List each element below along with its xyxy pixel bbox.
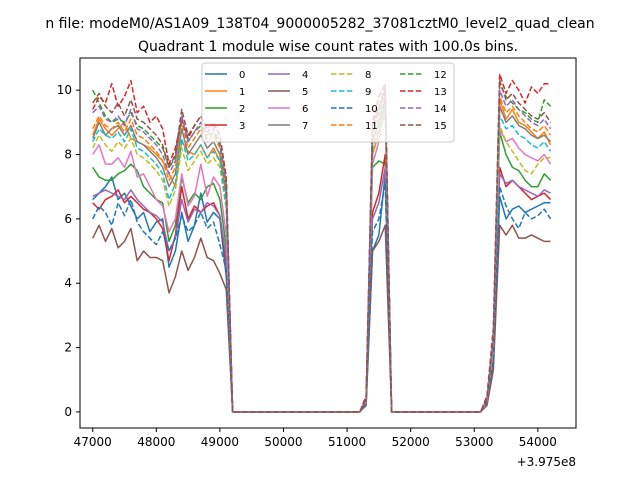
legend-frame xyxy=(201,62,455,143)
figure-suptitle: n file: modeM0/AS1A09_138T04_9000005282_… xyxy=(45,16,594,32)
y-tick-label: 0 xyxy=(64,405,72,419)
x-offset-label: +3.975e8 xyxy=(517,455,576,469)
legend-label-1: 1 xyxy=(239,87,245,98)
x-tick-label: 54000 xyxy=(519,435,557,449)
y-axis: 0 2 4 6 8 10 xyxy=(57,83,80,419)
legend-label-8: 8 xyxy=(365,70,371,81)
x-tick-label: 47000 xyxy=(74,435,112,449)
y-tick-label: 2 xyxy=(64,341,72,355)
legend-label-15: 15 xyxy=(434,121,447,132)
y-tick-label: 10 xyxy=(57,83,72,97)
axes-title: Quadrant 1 module wise count rates with … xyxy=(138,39,518,55)
legend-label-13: 13 xyxy=(434,87,447,98)
y-tick-label: 4 xyxy=(64,276,72,290)
legend-label-9: 9 xyxy=(365,87,371,98)
x-tick-label: 51000 xyxy=(328,435,366,449)
legend-label-6: 6 xyxy=(302,104,308,115)
x-tick-label: 48000 xyxy=(137,435,175,449)
legend-label-7: 7 xyxy=(302,121,308,132)
series-15-line xyxy=(92,79,552,413)
y-tick-label: 8 xyxy=(64,148,72,162)
x-axis: 47000 48000 49000 50000 51000 52000 53000 54000 xyxy=(74,428,557,449)
axes-frame xyxy=(79,57,577,429)
series-layer xyxy=(92,73,552,413)
legend-label-4: 4 xyxy=(302,70,308,81)
legend-label-0: 0 xyxy=(239,70,245,81)
y-tick-label: 6 xyxy=(64,212,72,226)
legend-label-10: 10 xyxy=(365,104,378,115)
legend-label-2: 2 xyxy=(239,104,245,115)
x-tick-label: 50000 xyxy=(264,435,302,449)
legend-label-11: 11 xyxy=(365,121,378,132)
legend-label-5: 5 xyxy=(302,87,308,98)
x-tick-label: 53000 xyxy=(455,435,493,449)
x-tick-label: 49000 xyxy=(201,435,239,449)
x-tick-label: 52000 xyxy=(392,435,430,449)
legend-label-12: 12 xyxy=(434,70,447,81)
legend-label-14: 14 xyxy=(434,104,447,115)
legend-label-3: 3 xyxy=(239,121,245,132)
